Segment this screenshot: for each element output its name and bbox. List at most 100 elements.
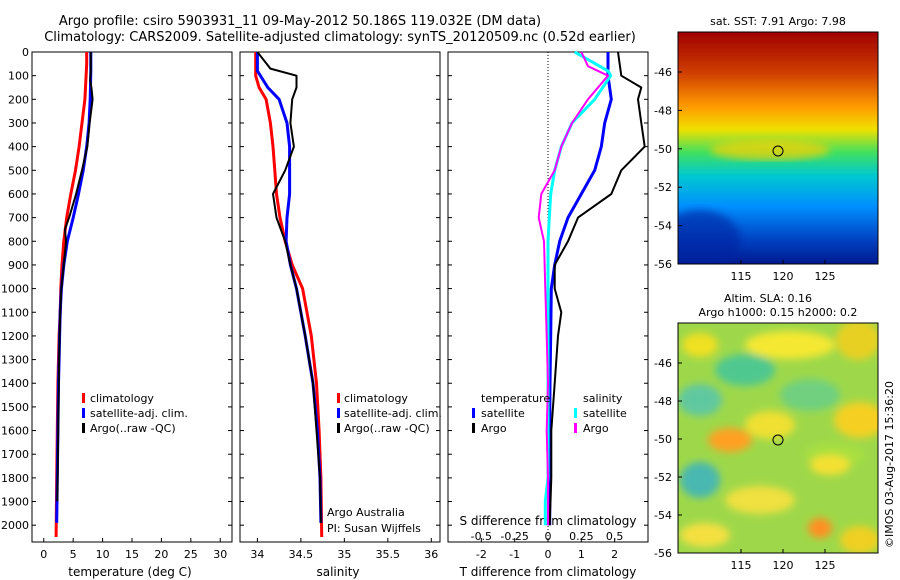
tdiff-satellite-line <box>548 52 613 526</box>
credit-text: ©IMOS 03-Aug-2017 15:36:20 <box>883 381 896 548</box>
lat-tick-label: -54 <box>654 509 672 522</box>
x-tick-label: 30 <box>213 548 227 561</box>
difference-xlabel: T difference from climatology <box>459 565 637 579</box>
x-tick-label: 25 <box>184 548 198 561</box>
legend-s-argo: Argo <box>583 422 609 435</box>
legend-s-satellite: satellite <box>583 407 627 420</box>
lon-tick-label: 120 <box>773 559 794 572</box>
depth-tick-label: 1700 <box>1 448 29 461</box>
depth-tick-label: 1100 <box>1 306 29 319</box>
x-tick-label: -2 <box>476 548 487 561</box>
depth-tick-label: 1000 <box>1 283 29 296</box>
sal-climatology-line <box>254 52 324 538</box>
depth-tick-label: 900 <box>8 259 29 272</box>
temperature-legend: climatology satellite-adj. clim. Argo(..… <box>82 392 188 435</box>
legend-swatch-argo <box>82 423 85 433</box>
lat-tick-label: -46 <box>654 357 672 370</box>
x-tick-label: 20 <box>154 548 168 561</box>
sst-map-title: sat. SST: 7.91 Argo: 7.98 <box>710 15 846 28</box>
lat-tick-label: -48 <box>654 395 672 408</box>
sst-float-marker <box>772 145 784 157</box>
depth-tick-label: 2000 <box>1 519 29 532</box>
x-tick-label: 2 <box>611 548 618 561</box>
legend-swatch-s-satellite <box>574 408 577 418</box>
depth-tick-label: 1400 <box>1 377 29 390</box>
sla-blobs <box>678 323 878 553</box>
x-tick-label: 35 <box>337 548 351 561</box>
legend-argo: Argo(..raw -QC) <box>344 422 430 435</box>
legend-swatch-argo <box>337 423 340 433</box>
legend-climatology: climatology <box>344 392 408 405</box>
salinity-panel-frame <box>239 51 441 543</box>
legend-climatology: climatology <box>90 392 154 405</box>
lon-tick-label: 115 <box>731 270 752 283</box>
temp-argo-line <box>56 52 94 502</box>
lat-tick-label: -50 <box>654 143 672 156</box>
difference-top-ticks: -0.5 -0.25 0 0.25 0.5 <box>471 530 624 543</box>
legend-swatch-climatology <box>82 393 85 403</box>
legend-swatch-t-satellite <box>472 408 475 418</box>
lon-tick-label: 115 <box>731 559 752 572</box>
legend-swatch-climatology <box>337 393 340 403</box>
depth-tick-label: 1800 <box>1 472 29 485</box>
legend-t-argo: Argo <box>481 422 507 435</box>
x-tick-label: 1 <box>578 548 585 561</box>
legend-swatch-satellite <box>337 408 340 418</box>
depth-tick-label: 400 <box>8 141 29 154</box>
sdiff-argo-line <box>537 51 609 526</box>
temperature-xlabel: temperature (deg C) <box>68 565 191 579</box>
depth-tick-label: 1200 <box>1 330 29 343</box>
depth-tick-label: 0 <box>22 46 29 59</box>
sst-warm-patch <box>710 140 830 160</box>
lat-tick-label: -52 <box>654 471 672 484</box>
x-tick-label: 5 <box>70 548 77 561</box>
sal-argo-line <box>256 51 322 523</box>
x-tick-label: 36 <box>424 548 438 561</box>
lat-tick-label: -52 <box>654 181 672 194</box>
x-tick-label: 34 <box>250 548 264 561</box>
header-line-1: Argo profile: csiro 5903931_11 09-May-20… <box>59 14 541 29</box>
lat-tick-label: -56 <box>654 258 672 271</box>
salinity-legend: climatology satellite-adj. clim. Argo(..… <box>327 392 442 535</box>
sla-map-title-2: Argo h1000: 0.15 h2000: 0.2 <box>699 306 858 319</box>
depth-tick-label: 600 <box>8 188 29 201</box>
depth-tick-label: 1300 <box>1 354 29 367</box>
profile-curves <box>54 50 646 538</box>
lat-tick-label: -54 <box>654 220 672 233</box>
legend-argo: Argo(..raw -QC) <box>90 422 176 435</box>
depth-tick-label: 800 <box>8 235 29 248</box>
header-line-2: Climatology: CARS2009. Satellite-adjuste… <box>44 30 636 45</box>
depth-tick-label: 1900 <box>1 496 29 509</box>
lon-tick-label: 125 <box>815 559 836 572</box>
sst-cool-patch <box>678 210 740 264</box>
lon-tick-label: 120 <box>773 270 794 283</box>
depth-tick-label: 100 <box>8 70 29 83</box>
legend-salinity-title: salinity <box>583 392 623 405</box>
depth-tick-label: 1600 <box>1 425 29 438</box>
salinity-xlabel: salinity <box>316 565 359 579</box>
legend-swatch-t-argo <box>472 423 475 433</box>
sla-lat-ticks: -46 -48 -50 -52 -54 -56 <box>654 357 682 560</box>
sla-map <box>678 323 878 553</box>
tdiff-argo-line <box>548 51 646 526</box>
x-tick-label: 35.5 <box>376 548 401 561</box>
depth-tick-label: 1500 <box>1 401 29 414</box>
lat-tick-label: -50 <box>654 433 672 446</box>
depth-axis: 0 100 200 300 400 500 600 700 800 900 1000 1100 1200… <box>1 46 648 532</box>
x-tick-label: 0 <box>40 548 47 561</box>
legend-swatch-s-argo <box>574 423 577 433</box>
legend-temperature-title: temperature <box>481 392 550 405</box>
x-tick-label: 10 <box>96 548 110 561</box>
temperature-x-ticks: 0 5 10 15 20 25 30 <box>40 538 227 561</box>
depth-tick-label: 200 <box>8 93 29 106</box>
lat-tick-label: -46 <box>654 66 672 79</box>
x-tick-label: 15 <box>125 548 139 561</box>
sst-map <box>678 32 878 264</box>
sla-map-title-1: Altim. SLA: 0.16 <box>724 292 812 305</box>
difference-legend: temperature salinity satellite Argo sate… <box>472 392 627 435</box>
lat-tick-label: -56 <box>654 547 672 560</box>
x-tick-label: -1 <box>509 548 520 561</box>
difference-x-ticks: -2 -1 0 1 2 <box>476 538 618 561</box>
lon-tick-label: 125 <box>815 270 836 283</box>
